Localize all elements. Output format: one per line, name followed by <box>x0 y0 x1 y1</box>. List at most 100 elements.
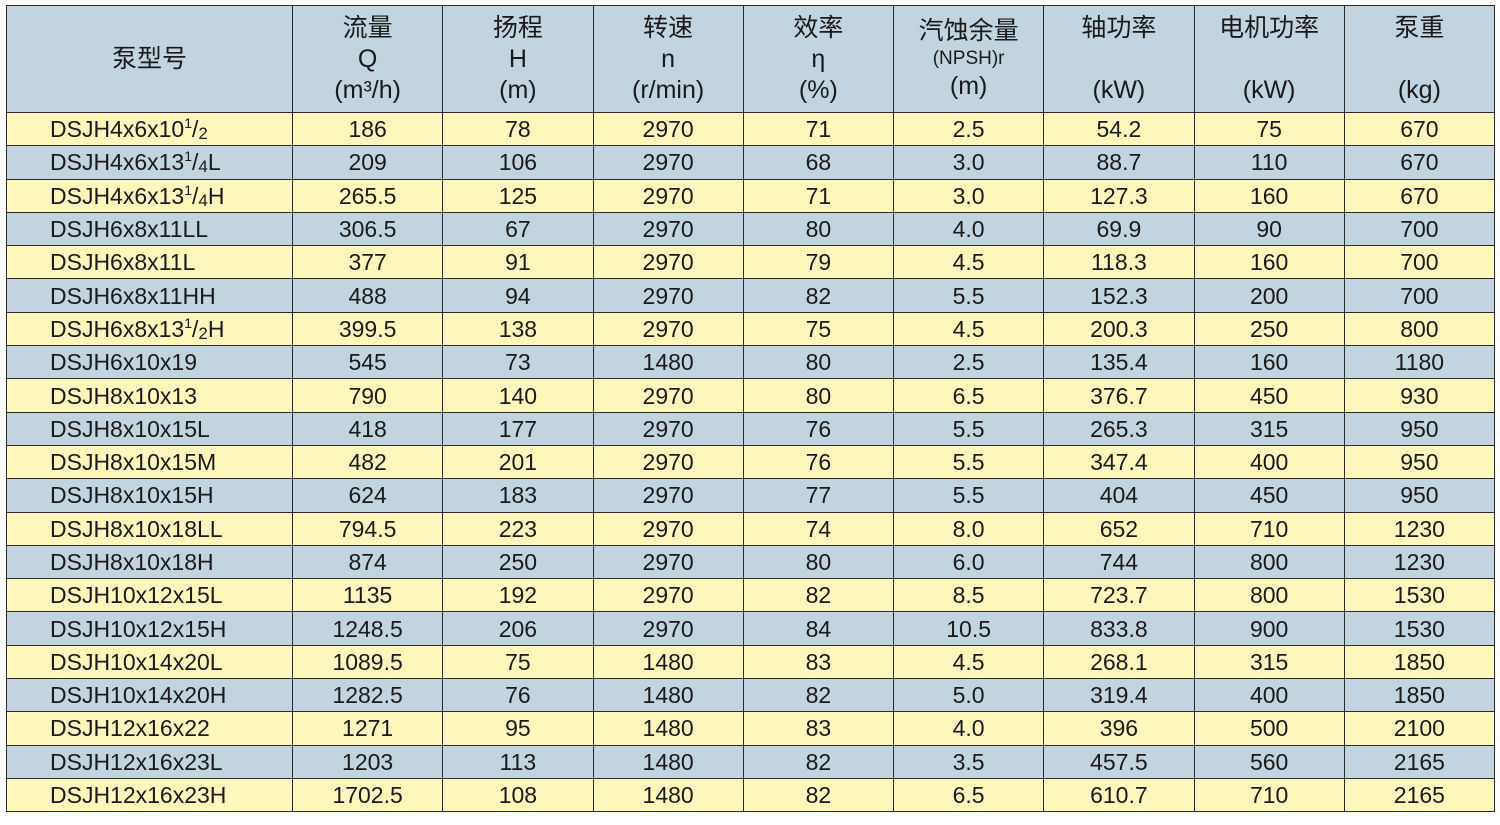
cell-npsh: 3.5 <box>892 744 1045 779</box>
cell-efficiency: 80 <box>742 544 895 580</box>
table-row: DSJH8x10x15L 418 177 2970 76 5.5 265.3 315 950 <box>6 411 1496 446</box>
cell-weight: 2165 <box>1343 777 1496 813</box>
cell-shaft-power: 723.7 <box>1043 578 1195 613</box>
cell-speed: 2970 <box>592 378 744 413</box>
cell-motor-power: 110 <box>1193 145 1345 180</box>
header-line: 轴功率 <box>1081 13 1157 42</box>
table-row: DSJH8x10x15H 624 183 2970 77 5.5 404 450 950 <box>6 478 1496 513</box>
cell-motor-power: 250 <box>1193 311 1345 347</box>
header-line: (m³/h) <box>334 75 401 104</box>
table-row: DSJH6x8x131/2H 399.5 138 2970 75 4.5 200.3 250 8… <box>6 311 1496 347</box>
cell-npsh: 4.5 <box>892 311 1045 347</box>
cell-npsh: 8.5 <box>892 578 1045 613</box>
cell-npsh: 5.5 <box>892 411 1045 446</box>
cell-shaft-power: 54.2 <box>1043 111 1195 147</box>
cell-flow: 624 <box>291 478 444 513</box>
model-suffix: H <box>207 182 225 209</box>
cell-speed: 1480 <box>592 711 744 746</box>
cell-model: DSJH12x16x23H <box>6 777 293 813</box>
cell-efficiency: 76 <box>742 411 895 446</box>
model-fraction-numerator: 1 <box>184 314 193 331</box>
cell-npsh: 2.5 <box>892 345 1045 380</box>
model-base: DSJH8x10x15L <box>50 415 210 442</box>
pump-spec-table-container: 泵型号 流量 Q (m³/h) 扬程 H (m) 转速 n (r/min) 效率 η (%) 汽蚀余量 (N… <box>6 5 1496 813</box>
cell-flow: 790 <box>291 378 444 413</box>
cell-motor-power: 315 <box>1193 644 1345 680</box>
header-line: (m) <box>499 75 537 104</box>
cell-speed: 1480 <box>592 678 744 713</box>
cell-motor-power: 160 <box>1193 245 1345 280</box>
cell-flow: 1135 <box>291 578 444 613</box>
cell-shaft-power: 404 <box>1043 478 1195 513</box>
cell-efficiency: 75 <box>742 311 895 347</box>
header-col-npsh: 汽蚀余量 (NPSH)r (m) <box>892 5 1045 113</box>
header-line: 效率 <box>793 13 844 42</box>
pump-spec-table: 泵型号 流量 Q (m³/h) 扬程 H (m) 转速 n (r/min) 效率 η (%) 汽蚀余量 (N… <box>6 5 1496 813</box>
cell-motor-power: 90 <box>1193 211 1345 247</box>
model-fraction-denominator: 4 <box>198 190 208 210</box>
model-fraction-denominator: 4 <box>198 157 208 177</box>
cell-flow: 306.5 <box>291 211 444 247</box>
cell-head: 201 <box>442 444 594 480</box>
cell-efficiency: 84 <box>742 611 895 646</box>
cell-speed: 1480 <box>592 644 744 680</box>
cell-head: 94 <box>442 278 594 313</box>
model-base: DSJH6x8x11L <box>50 249 196 276</box>
model-base: DSJH8x10x13 <box>50 382 198 409</box>
header-col-flow: 流量 Q (m³/h) <box>291 5 444 113</box>
cell-weight: 950 <box>1343 444 1496 480</box>
cell-model: DSJH6x8x131/2H <box>6 311 293 347</box>
model-fraction-numerator: 1 <box>184 148 193 165</box>
header-line: (m) <box>949 72 988 100</box>
model-base: DSJH12x16x23H <box>50 782 227 809</box>
cell-motor-power: 800 <box>1193 544 1345 580</box>
cell-flow: 399.5 <box>291 311 444 347</box>
model-base: DSJH8x10x15M <box>50 449 217 476</box>
cell-npsh: 5.5 <box>892 478 1045 513</box>
cell-weight: 2100 <box>1343 711 1496 746</box>
cell-npsh: 3.0 <box>892 178 1045 213</box>
header-line: (r/min) <box>632 75 705 104</box>
cell-model: DSJH12x16x22 <box>6 711 293 746</box>
header-line: η <box>811 44 826 73</box>
cell-flow: 265.5 <box>291 178 444 213</box>
cell-efficiency: 82 <box>742 278 895 313</box>
cell-efficiency: 76 <box>742 444 895 480</box>
cell-efficiency: 82 <box>742 678 895 713</box>
cell-efficiency: 82 <box>742 744 895 779</box>
cell-speed: 2970 <box>592 611 744 646</box>
cell-weight: 700 <box>1343 245 1496 280</box>
cell-speed: 2970 <box>592 145 744 180</box>
cell-motor-power: 800 <box>1193 578 1345 613</box>
cell-weight: 670 <box>1343 145 1496 180</box>
model-fraction-numerator: 1 <box>184 115 193 132</box>
cell-motor-power: 710 <box>1193 511 1345 546</box>
cell-shaft-power: 88.7 <box>1043 145 1195 180</box>
cell-efficiency: 83 <box>742 644 895 680</box>
cell-model: DSJH4x6x131/4L <box>6 145 293 180</box>
cell-flow: 482 <box>291 444 444 480</box>
cell-speed: 1480 <box>592 777 744 813</box>
header-col-speed: 转速 n (r/min) <box>592 5 744 113</box>
cell-speed: 2970 <box>592 411 744 446</box>
cell-motor-power: 160 <box>1193 178 1345 213</box>
cell-weight: 800 <box>1343 311 1496 347</box>
cell-npsh: 6.5 <box>892 777 1045 813</box>
model-fraction-denominator: 2 <box>198 124 208 144</box>
cell-efficiency: 83 <box>742 711 895 746</box>
cell-speed: 1480 <box>592 744 744 779</box>
header-line: 泵重 <box>1394 13 1445 42</box>
table-row: DSJH12x16x23L 1203 113 1480 82 3.5 457.5 560 216… <box>6 744 1496 779</box>
cell-shaft-power: 744 <box>1043 544 1195 580</box>
table-row: DSJH4x6x131/4H 265.5 125 2970 71 3.0 127.3 160 6… <box>6 178 1496 213</box>
cell-weight: 930 <box>1343 378 1496 413</box>
model-suffix: H <box>207 315 225 342</box>
cell-head: 223 <box>442 511 594 546</box>
cell-speed: 2970 <box>592 478 744 513</box>
header-line: 转速 <box>643 13 694 42</box>
model-base: DSJH8x10x18LL <box>50 515 223 542</box>
cell-efficiency: 71 <box>742 178 895 213</box>
cell-flow: 1702.5 <box>291 777 444 813</box>
cell-flow: 1282.5 <box>291 678 444 713</box>
cell-flow: 209 <box>291 145 444 180</box>
